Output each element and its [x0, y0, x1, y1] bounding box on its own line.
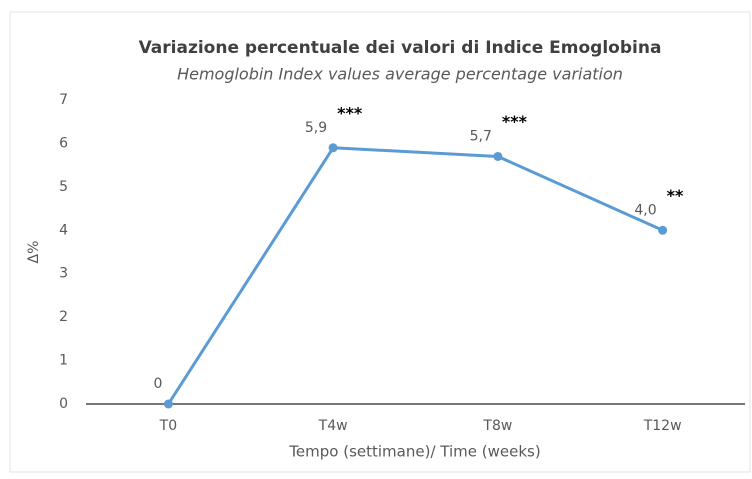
data-point	[493, 151, 503, 161]
data-label: 5,7	[470, 128, 492, 144]
significance-stars: ***	[502, 112, 528, 131]
x-tick-label: T8w	[482, 418, 512, 434]
y-tick-label: 0	[59, 396, 68, 412]
data-line	[167, 146, 664, 405]
y-tick-label: 7	[59, 92, 68, 108]
chart-frame	[9, 11, 751, 473]
x-axis-label: Tempo (settimane)/ Time (weeks)	[288, 443, 540, 461]
data-label: 4,0	[634, 202, 656, 218]
y-tick-label: 3	[59, 266, 68, 282]
y-axis-label: Δ%	[26, 241, 42, 264]
y-tick-label: 2	[59, 309, 68, 325]
significance-stars: **	[667, 186, 684, 205]
data-label: 5,9	[305, 120, 327, 136]
data-label: 0	[153, 376, 162, 392]
data-point	[328, 143, 338, 153]
x-tick-label: T0	[159, 418, 177, 434]
y-tick-label: 6	[59, 135, 68, 151]
chart-title: Variazione percentuale dei valori di Ind…	[139, 38, 662, 58]
significance-stars: ***	[337, 103, 363, 122]
data-point	[658, 225, 668, 235]
data-point	[163, 399, 173, 409]
y-tick-label: 1	[59, 353, 68, 369]
y-tick-label: 4	[59, 222, 68, 238]
chart-subtitle: Hemoglobin Index values average percenta…	[177, 65, 623, 84]
x-tick-label: T12w	[643, 418, 682, 434]
x-tick-label: T4w	[318, 418, 348, 434]
y-tick-label: 5	[59, 179, 68, 195]
